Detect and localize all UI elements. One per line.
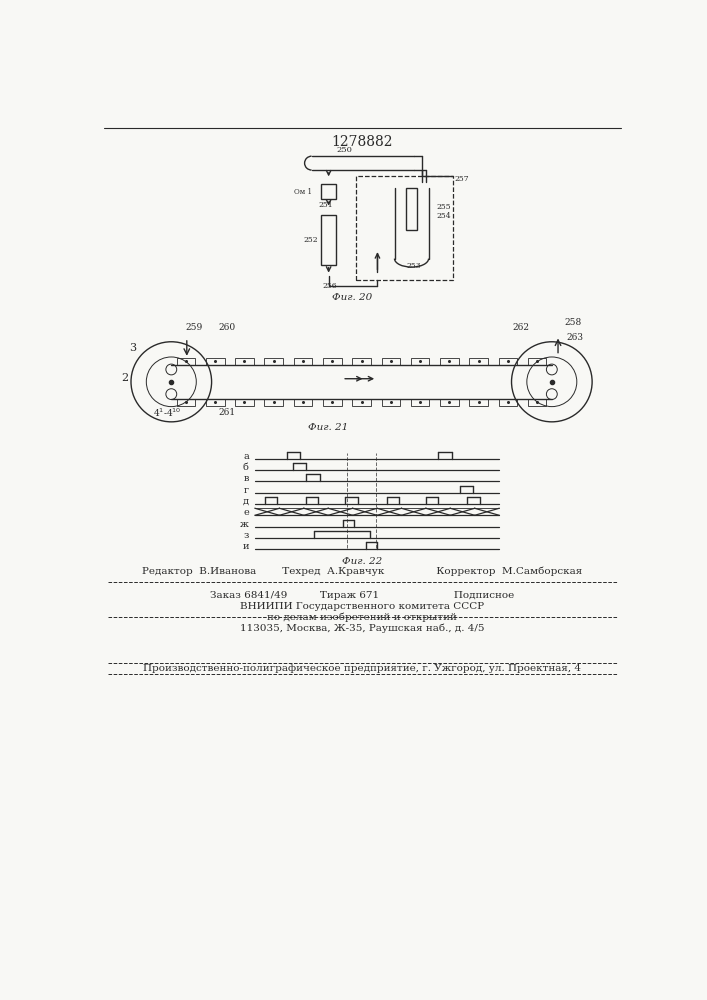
- Bar: [293, 358, 312, 365]
- Text: 113035, Москва, Ж-35, Раушская наб., д. 4/5: 113035, Москва, Ж-35, Раушская наб., д. …: [240, 623, 484, 633]
- Bar: [406, 188, 417, 230]
- Text: 252: 252: [303, 236, 317, 244]
- Bar: [382, 399, 400, 406]
- Text: и: и: [243, 542, 249, 551]
- Text: 256: 256: [322, 282, 337, 290]
- Text: Производственно-полиграфическое предприятие, г. Ужгород, ул. Проектная, 4: Производственно-полиграфическое предприя…: [143, 664, 581, 673]
- Text: ВНИИПИ Государственного комитета СССР: ВНИИПИ Государственного комитета СССР: [240, 602, 484, 611]
- Bar: [264, 358, 283, 365]
- Text: б: б: [243, 463, 249, 472]
- Text: а: а: [243, 452, 249, 461]
- Text: 258: 258: [565, 318, 582, 327]
- Bar: [528, 358, 547, 365]
- Text: 250: 250: [337, 146, 352, 154]
- Text: 2: 2: [121, 373, 128, 383]
- Text: 254: 254: [436, 212, 451, 220]
- Text: з: з: [243, 531, 249, 540]
- Text: в: в: [243, 474, 249, 483]
- Text: Фиг. 22: Фиг. 22: [341, 557, 382, 566]
- Text: 3: 3: [129, 343, 136, 353]
- Text: ж: ж: [240, 520, 249, 529]
- Text: 260: 260: [218, 323, 235, 332]
- Text: 255: 255: [436, 203, 451, 211]
- Text: 251: 251: [319, 201, 333, 209]
- Text: по делам изобретений и открытий: по делам изобретений и открытий: [267, 613, 457, 622]
- Text: 257: 257: [455, 175, 469, 183]
- Bar: [235, 358, 254, 365]
- Bar: [206, 399, 225, 406]
- Text: г: г: [244, 486, 249, 495]
- Bar: [440, 399, 459, 406]
- Bar: [411, 399, 429, 406]
- Bar: [206, 358, 225, 365]
- Text: Фиг. 20: Фиг. 20: [332, 293, 372, 302]
- Bar: [321, 184, 337, 199]
- Text: д: д: [243, 497, 249, 506]
- Text: 261: 261: [218, 408, 235, 417]
- Bar: [323, 399, 341, 406]
- Bar: [235, 399, 254, 406]
- Bar: [264, 399, 283, 406]
- Text: 1278882: 1278882: [331, 135, 392, 149]
- Text: е: е: [243, 508, 249, 517]
- Bar: [177, 399, 195, 406]
- Text: Заказ 6841/49          Тираж 671                       Подписное: Заказ 6841/49 Тираж 671 Подписное: [210, 591, 514, 600]
- Bar: [528, 399, 547, 406]
- Bar: [323, 358, 341, 365]
- Text: Фиг. 21: Фиг. 21: [308, 424, 349, 432]
- Bar: [352, 399, 371, 406]
- Text: 253: 253: [406, 262, 421, 270]
- Bar: [498, 358, 518, 365]
- Bar: [352, 358, 371, 365]
- Text: 259: 259: [186, 323, 203, 332]
- Text: 262: 262: [513, 323, 530, 332]
- Text: Редактор  В.Иванова        Техред  А.Кравчук                Корректор  М.Самборс: Редактор В.Иванова Техред А.Кравчук Корр…: [142, 566, 582, 576]
- Bar: [321, 215, 337, 265]
- Text: 4$^{1}$-4$^{10}$: 4$^{1}$-4$^{10}$: [153, 406, 182, 419]
- Bar: [177, 358, 195, 365]
- Bar: [440, 358, 459, 365]
- Bar: [411, 358, 429, 365]
- Bar: [469, 399, 488, 406]
- Bar: [469, 358, 488, 365]
- Text: 263: 263: [566, 333, 583, 342]
- Bar: [293, 399, 312, 406]
- Bar: [356, 176, 452, 280]
- Bar: [498, 399, 518, 406]
- Bar: [382, 358, 400, 365]
- Text: Ом 1: Ом 1: [293, 188, 312, 196]
